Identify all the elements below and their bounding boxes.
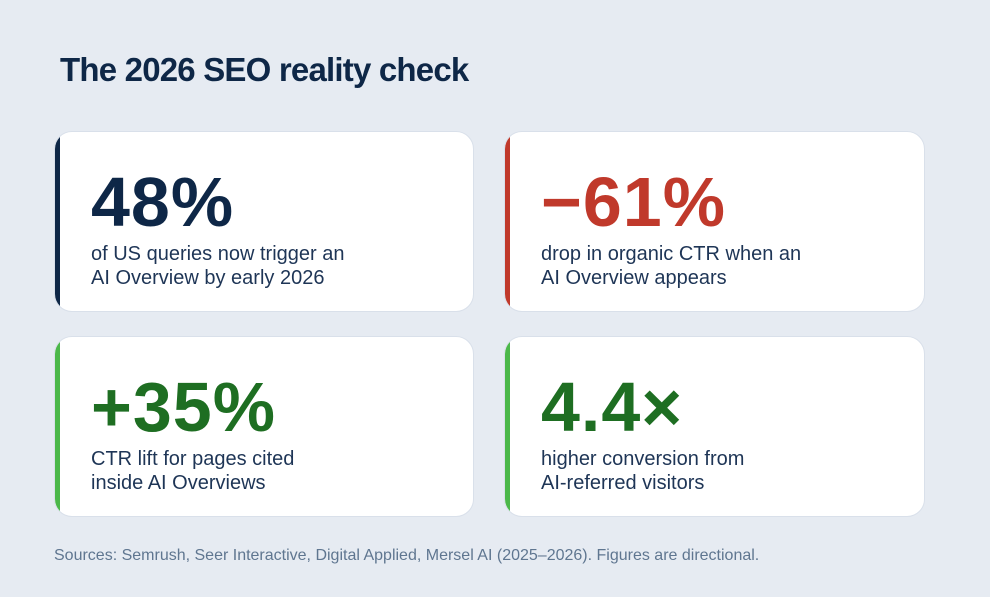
stat-value: +35%	[91, 368, 276, 446]
card-accent-bar	[505, 132, 510, 311]
stat-description: drop in organic CTR when an AI Overview …	[541, 242, 871, 290]
stat-card-ctr-drop: −61% drop in organic CTR when an AI Over…	[504, 131, 925, 312]
stat-card-ai-overview-share: 48% of US queries now trigger an AI Over…	[54, 131, 474, 312]
sources-footnote: Sources: Semrush, Seer Interactive, Digi…	[54, 547, 760, 564]
stat-value: 48%	[91, 163, 235, 241]
stat-value: −61%	[541, 163, 726, 241]
stat-description-line: inside AI Overviews	[91, 472, 266, 494]
stat-value: 4.4×	[541, 368, 684, 446]
card-accent-bar	[55, 337, 60, 516]
stat-card-conversion: 4.4× higher conversion from AI-referred …	[504, 336, 925, 517]
stat-description-line: of US queries now trigger an	[91, 243, 345, 265]
stat-description: of US queries now trigger an AI Overview…	[91, 242, 421, 290]
stat-description-line: AI Overview by early 2026	[91, 267, 325, 289]
card-accent-bar	[55, 132, 60, 311]
card-accent-bar	[505, 337, 510, 516]
stat-description: higher conversion from AI-referred visit…	[541, 447, 871, 495]
stat-description-line: AI-referred visitors	[541, 472, 705, 494]
stat-description-line: CTR lift for pages cited	[91, 448, 295, 470]
stat-description-line: drop in organic CTR when an	[541, 243, 802, 265]
stat-description-line: higher conversion from	[541, 448, 745, 470]
stat-description: CTR lift for pages cited inside AI Overv…	[91, 447, 421, 495]
page-title: The 2026 SEO reality check	[60, 51, 469, 88]
stat-description-line: AI Overview appears	[541, 267, 727, 289]
stat-card-ctr-lift: +35% CTR lift for pages cited inside AI …	[54, 336, 474, 517]
